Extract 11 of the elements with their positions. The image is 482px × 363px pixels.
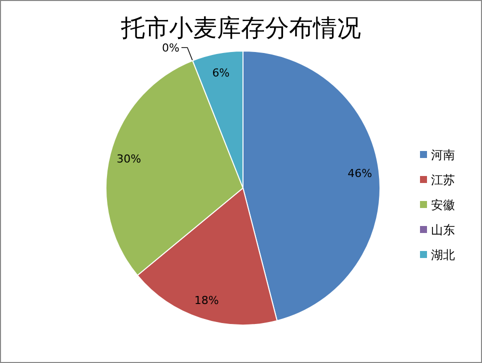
legend-label: 河南 [431, 148, 455, 162]
legend-label: 安徽 [431, 198, 455, 212]
data-label: 18% [194, 294, 219, 308]
legend-label: 湖北 [431, 248, 455, 262]
text: 0% [162, 42, 180, 55]
chart-title: 托市小麦库存分布情况 [120, 14, 361, 42]
data-label: 30% [116, 152, 142, 166]
data-label: 46% [348, 167, 372, 180]
data-label: 6% [212, 66, 230, 80]
legend-label: 山东 [431, 223, 455, 237]
legend-label: 江苏 [431, 173, 455, 187]
